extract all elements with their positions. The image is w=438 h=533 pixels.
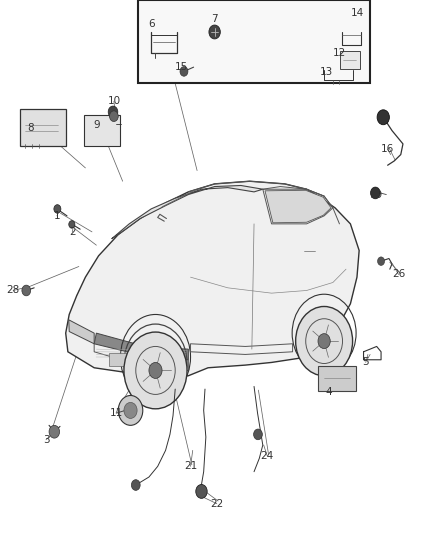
Polygon shape	[112, 185, 263, 239]
Circle shape	[131, 480, 140, 490]
Text: 28: 28	[7, 286, 20, 295]
Circle shape	[69, 221, 75, 228]
Circle shape	[149, 362, 162, 378]
Text: 5: 5	[362, 358, 369, 367]
FancyBboxPatch shape	[340, 51, 360, 69]
Text: 9: 9	[93, 120, 100, 130]
Circle shape	[108, 106, 118, 118]
Circle shape	[124, 402, 137, 418]
Circle shape	[378, 257, 385, 265]
Text: 7: 7	[211, 14, 218, 23]
Text: 11: 11	[110, 408, 123, 418]
Text: 6: 6	[148, 19, 155, 29]
Circle shape	[254, 429, 262, 440]
Text: 19: 19	[370, 190, 383, 199]
Circle shape	[124, 332, 187, 409]
Text: 12: 12	[333, 49, 346, 58]
FancyBboxPatch shape	[318, 366, 356, 391]
Circle shape	[110, 111, 118, 122]
Text: 16: 16	[381, 144, 394, 154]
Circle shape	[118, 395, 143, 425]
Polygon shape	[94, 333, 188, 360]
Text: 3: 3	[42, 435, 49, 445]
Circle shape	[377, 110, 389, 125]
Polygon shape	[265, 190, 331, 223]
Circle shape	[22, 285, 31, 296]
Circle shape	[318, 334, 330, 349]
Text: 8: 8	[27, 123, 34, 133]
Text: 10: 10	[107, 96, 120, 106]
Circle shape	[180, 67, 188, 76]
FancyBboxPatch shape	[84, 115, 120, 146]
Bar	[138, 0, 370, 83]
Text: 13: 13	[320, 67, 333, 77]
Text: 14: 14	[350, 9, 364, 18]
Text: 4: 4	[325, 387, 332, 397]
Circle shape	[371, 187, 380, 199]
Circle shape	[54, 205, 61, 213]
Text: 15: 15	[175, 62, 188, 71]
Text: 24: 24	[261, 451, 274, 461]
FancyBboxPatch shape	[109, 353, 154, 366]
Circle shape	[209, 25, 220, 39]
Circle shape	[196, 484, 207, 498]
Text: 2: 2	[69, 227, 76, 237]
Text: 22: 22	[210, 499, 223, 508]
Text: 1: 1	[53, 211, 60, 221]
Circle shape	[49, 425, 60, 438]
Text: 21: 21	[184, 462, 197, 471]
Text: 26: 26	[392, 270, 405, 279]
Polygon shape	[69, 320, 94, 344]
FancyBboxPatch shape	[20, 109, 66, 146]
Polygon shape	[66, 181, 359, 376]
Circle shape	[296, 306, 353, 376]
